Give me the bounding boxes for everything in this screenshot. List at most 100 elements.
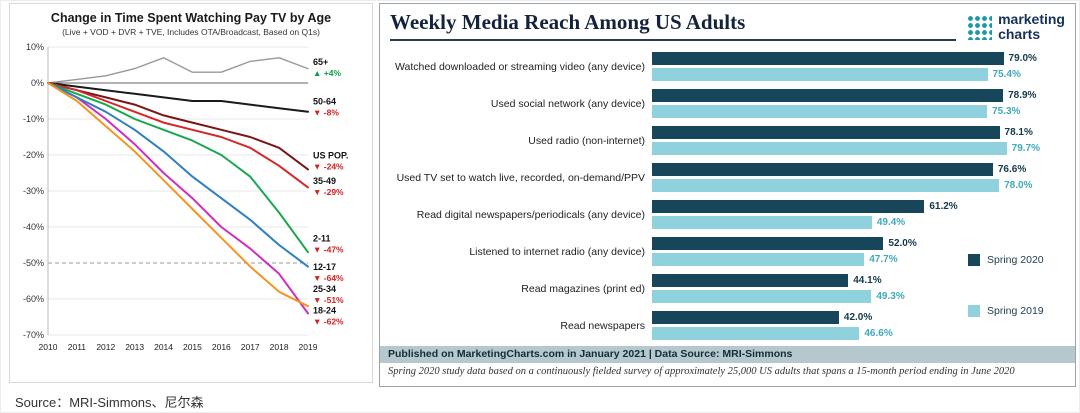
series-line-12-17 — [47, 82, 309, 315]
bar-pair: 61.2% 49.4% — [652, 200, 1075, 230]
bar-line: 79.0% — [652, 52, 1075, 66]
marketingcharts-logo-text: marketing charts — [998, 12, 1065, 41]
bar-row: Listened to internet radio (any device) 5… — [380, 233, 1075, 270]
bar-value-label: 52.0% — [888, 238, 917, 249]
media-reach-panel: Weekly Media Reach Among US Adults marke… — [379, 3, 1076, 387]
y-tick-label: -40% — [23, 222, 44, 232]
bar-chart-legend: Spring 2020 Spring 2019 — [968, 254, 1044, 317]
bar-pair: 78.1% 79.7% — [652, 126, 1075, 156]
bar-value-label: 79.0% — [1008, 53, 1037, 64]
bar-line: 78.9% — [652, 89, 1075, 103]
bar-spring-2019 — [652, 253, 865, 266]
bar-spring-2019 — [652, 105, 988, 118]
series-line-18-24 — [47, 82, 309, 308]
series-change-value: ▼ -51% — [313, 295, 344, 305]
series-line-25-34 — [47, 82, 309, 268]
bar-line: 61.2% — [652, 200, 1075, 214]
bar-line: 47.7% — [652, 253, 1075, 267]
bar-spring-2019 — [652, 216, 872, 229]
bar-category-label: Read newspapers — [560, 319, 645, 332]
methodology-footnote: Spring 2020 study data based on a contin… — [388, 366, 1015, 377]
logo-text-line2: charts — [998, 25, 1041, 42]
bar-line: 46.6% — [652, 327, 1075, 341]
bar-value-label: 47.7% — [869, 254, 898, 265]
bar-line: 49.4% — [652, 216, 1075, 230]
bar-spring-2019 — [652, 327, 860, 340]
bar-pair: 79.0% 75.4% — [652, 52, 1075, 82]
logo-text-line1: marketing — [998, 11, 1065, 27]
bar-value-label: 75.3% — [992, 106, 1021, 117]
series-label: 18-24 — [313, 305, 336, 315]
bar-line: 49.3% — [652, 290, 1075, 304]
bar-line: 76.6% — [652, 163, 1075, 177]
pay-tv-chart-panel: Change in Time Spent Watching Pay TV by … — [9, 3, 373, 383]
media-reach-title: Weekly Media Reach Among US Adults — [390, 10, 957, 41]
bar-pair: 78.9% 75.3% — [652, 89, 1075, 119]
x-tick-label: 2012 — [96, 342, 115, 352]
x-tick-label: 2017 — [241, 342, 260, 352]
bar-value-label: 75.4% — [992, 69, 1021, 80]
bar-chart-rows: Watched downloaded or streaming video (a… — [380, 48, 1075, 344]
series-line-35-49 — [47, 82, 309, 189]
bar-value-label: 79.7% — [1011, 143, 1041, 154]
x-tick-label: 2010 — [39, 342, 58, 352]
bar-category-label: Read digital newspapers/periodicals (any… — [416, 208, 645, 221]
bar-value-label: 49.3% — [876, 291, 905, 302]
x-tick-label: 2019 — [299, 342, 318, 352]
bar-spring-2020 — [652, 200, 925, 213]
x-tick-label: 2018 — [270, 342, 289, 352]
bar-spring-2019 — [652, 179, 1000, 192]
bar-line: 42.0% — [652, 311, 1075, 325]
bar-line: 52.0% — [652, 237, 1075, 251]
series-label: 2-11 — [313, 233, 331, 243]
bar-value-label: 61.2% — [929, 201, 958, 212]
pay-tv-chart-title: Change in Time Spent Watching Pay TV by … — [50, 11, 332, 25]
series-label: US POP. — [313, 151, 348, 161]
legend-entry: Spring 2020 — [968, 254, 1044, 266]
series-change-value: ▼ -47% — [313, 244, 344, 254]
bar-category-label: Watched downloaded or streaming video (a… — [395, 60, 645, 73]
bar-category-label: Used social network (any device) — [490, 97, 645, 110]
bar-spring-2020 — [652, 274, 849, 287]
x-tick-label: 2015 — [183, 342, 202, 352]
series-change-value: ▼ -8% — [313, 108, 339, 118]
bar-value-label: 44.1% — [853, 275, 882, 286]
bar-category-label: Listened to internet radio (any device) — [469, 245, 645, 258]
bar-category-label: Used radio (non-internet) — [528, 134, 645, 147]
bar-value-label: 49.4% — [876, 217, 906, 228]
series-line-50-64 — [47, 82, 309, 113]
bar-pair: 42.0% 46.6% — [652, 311, 1075, 341]
bar-line: 78.0% — [652, 179, 1075, 193]
bar-row: Read digital newspapers/periodicals (any… — [380, 196, 1075, 233]
bar-line: 78.1% — [652, 126, 1075, 140]
series-label: 35-49 — [313, 176, 336, 186]
series-change-value: ▼ -24% — [313, 162, 344, 172]
bar-spring-2020 — [652, 237, 884, 250]
series-line-us-pop- — [47, 82, 309, 171]
bar-spring-2019 — [652, 68, 988, 81]
series-change-value: ▼ -64% — [313, 273, 344, 283]
bar-pair: 52.0% 47.7% — [652, 237, 1075, 267]
series-line-65+ — [47, 57, 309, 84]
bar-line: 79.7% — [652, 142, 1075, 156]
y-tick-label: -60% — [23, 294, 44, 304]
bar-spring-2020 — [652, 163, 993, 176]
bar-value-label: 42.0% — [843, 312, 873, 323]
y-tick-label: 10% — [26, 42, 44, 52]
y-tick-label: -10% — [23, 114, 44, 124]
bar-row: Used social network (any device) 78.9% 75.… — [380, 85, 1075, 122]
x-tick-label: 2016 — [212, 342, 231, 352]
bar-spring-2019 — [652, 290, 872, 303]
source-attribution: Source：MRI-Simmons、尼尔森 — [15, 395, 204, 410]
marketingcharts-logo-dots-icon — [966, 13, 993, 40]
series-change-value: ▼ -62% — [313, 316, 344, 326]
bar-row: Watched downloaded or streaming video (a… — [380, 48, 1075, 85]
series-label: 12-17 — [313, 262, 336, 272]
pay-tv-line-chart: 10% 0% -10% -20% -30% -40% -50% -60% -70% 2010 201… — [23, 42, 348, 352]
x-tick-label: 2011 — [68, 342, 87, 352]
bar-value-label: 78.0% — [1004, 180, 1033, 191]
bar-category-label: Used TV set to watch live, recorded, on-… — [396, 171, 645, 184]
bar-spring-2020 — [652, 89, 1004, 102]
bar-line: 44.1% — [652, 274, 1075, 288]
